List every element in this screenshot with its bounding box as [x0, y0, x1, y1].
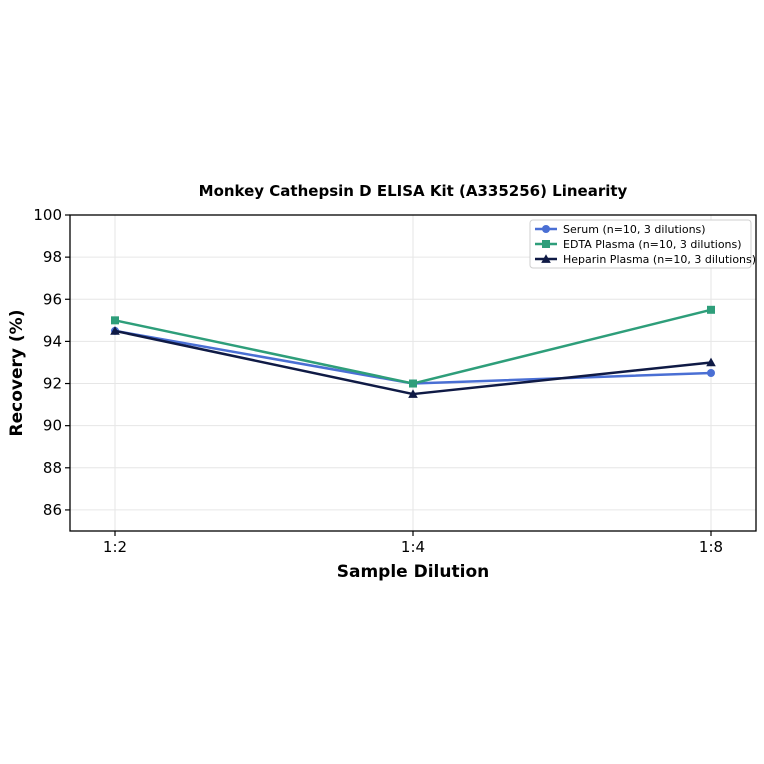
- y-tick-label: 94: [43, 332, 62, 350]
- legend-label-1: EDTA Plasma (n=10, 3 dilutions): [563, 238, 742, 251]
- legend-marker-1: [542, 240, 550, 248]
- legend: Serum (n=10, 3 dilutions) EDTA Plasma (n=…: [529, 219, 756, 269]
- y-tick-label: 96: [43, 290, 62, 308]
- data-point-2-0: [110, 326, 120, 335]
- series-layer: [110, 305, 716, 398]
- data-point-0-2: [707, 369, 715, 377]
- y-tick-label: 100: [33, 206, 62, 224]
- data-point-2-2: [706, 357, 716, 367]
- data-point-1-0: [111, 316, 119, 325]
- y-tick-label: 98: [43, 248, 62, 266]
- legend-label-0: Serum (n=10, 3 dilutions): [563, 223, 706, 236]
- data-point-2-1: [408, 389, 418, 398]
- y-tick-label: 88: [43, 459, 62, 477]
- y-tick-label: 92: [43, 375, 62, 393]
- legend-label-2: Heparin Plasma (n=10, 3 dilutions): [563, 253, 756, 266]
- data-point-1-1: [409, 379, 417, 388]
- chart-title: Monkey Cathepsin D ELISA Kit (A335256) L…: [199, 182, 628, 200]
- axes: 86 88 90 92 94 96 98 100 1:2 1:4 1:8: [33, 206, 723, 556]
- x-tick-label: 1:8: [699, 538, 723, 556]
- legend-box: [529, 219, 752, 269]
- x-tick-label: 1:2: [103, 538, 127, 556]
- x-axis-title: Sample Dilution: [337, 562, 489, 582]
- legend-marker-2: [541, 254, 551, 263]
- x-tick-label: 1:4: [401, 538, 425, 556]
- legend-marker-0: [542, 225, 550, 233]
- y-axis-title: Recovery (%): [7, 310, 27, 437]
- y-tick-label: 86: [43, 501, 62, 519]
- data-point-1-2: [707, 305, 715, 314]
- y-tick-label: 90: [43, 417, 62, 435]
